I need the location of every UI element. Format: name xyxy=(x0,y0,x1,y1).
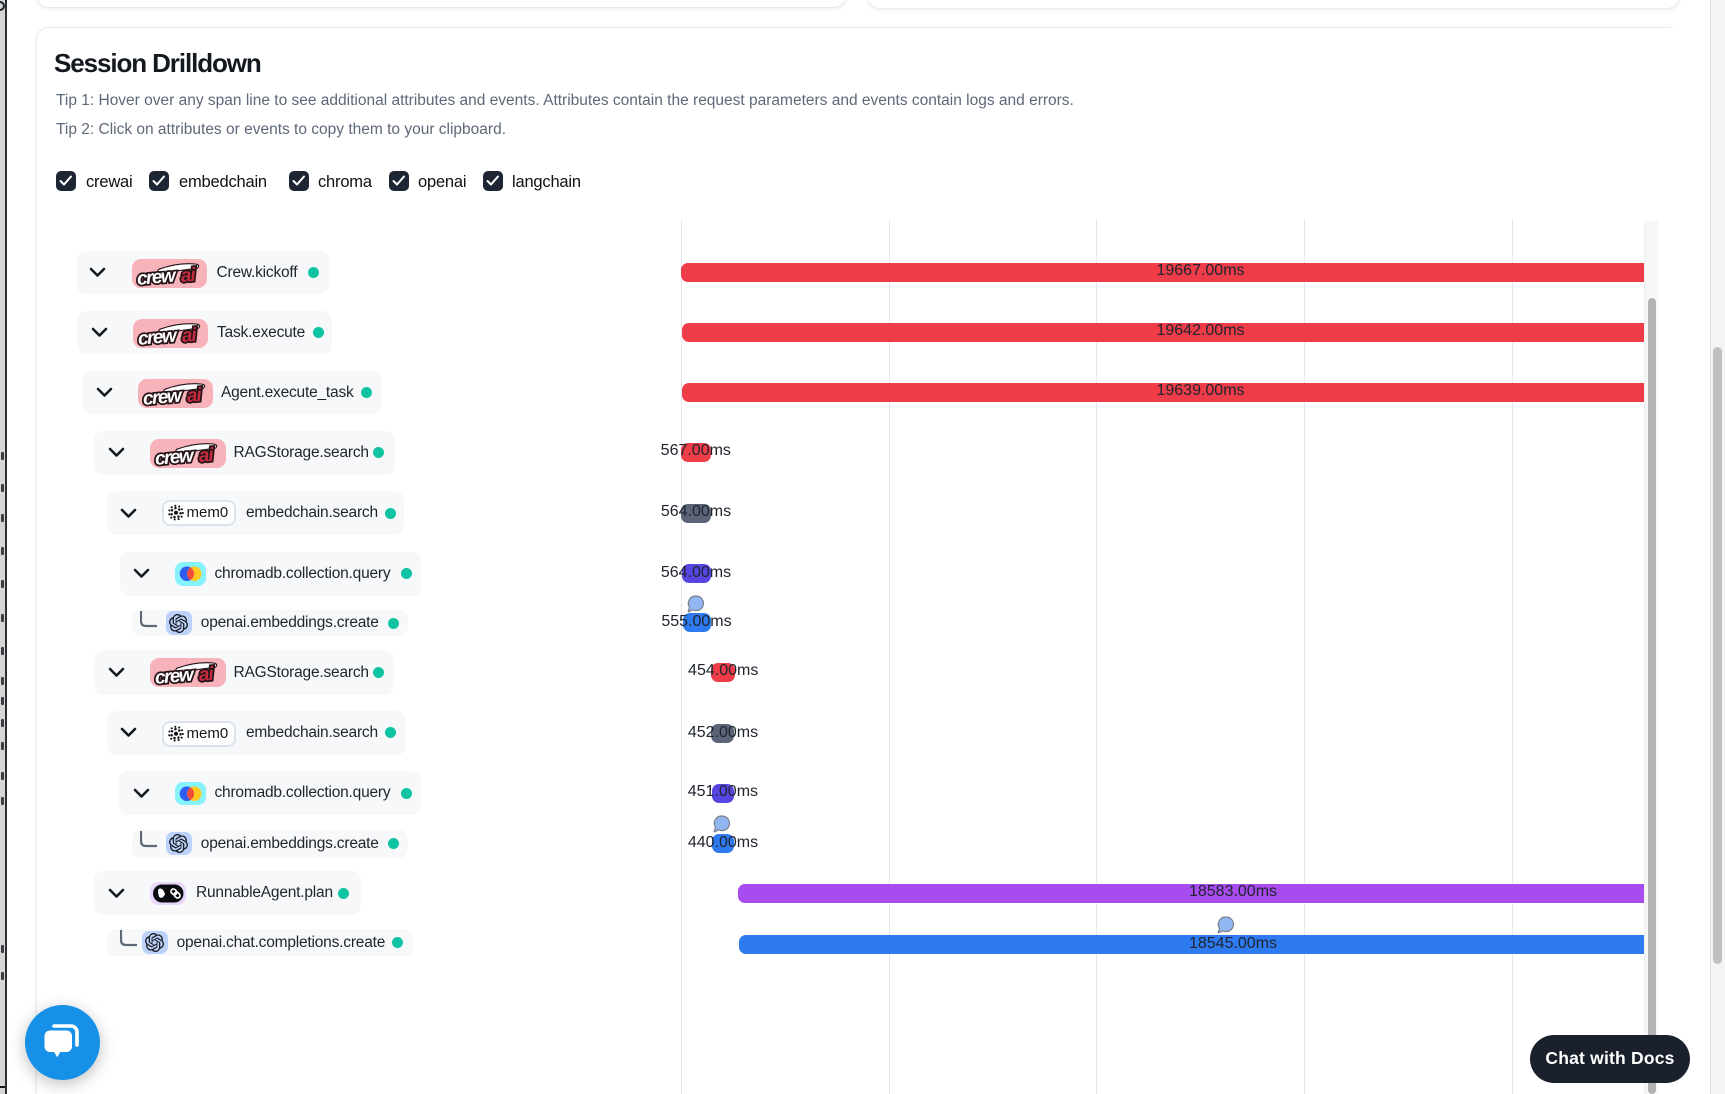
svg-text:ai: ai xyxy=(180,264,197,286)
svg-text:crew: crew xyxy=(137,325,179,348)
svg-text:crew: crew xyxy=(154,664,196,687)
svg-text:crew: crew xyxy=(136,265,178,288)
svg-text:crew: crew xyxy=(154,445,196,468)
svg-text:ai: ai xyxy=(181,324,198,346)
svg-text:ai: ai xyxy=(198,444,215,466)
svg-text:ai: ai xyxy=(186,384,203,406)
svg-text:crew: crew xyxy=(142,385,184,408)
svg-text:ai: ai xyxy=(198,664,215,686)
